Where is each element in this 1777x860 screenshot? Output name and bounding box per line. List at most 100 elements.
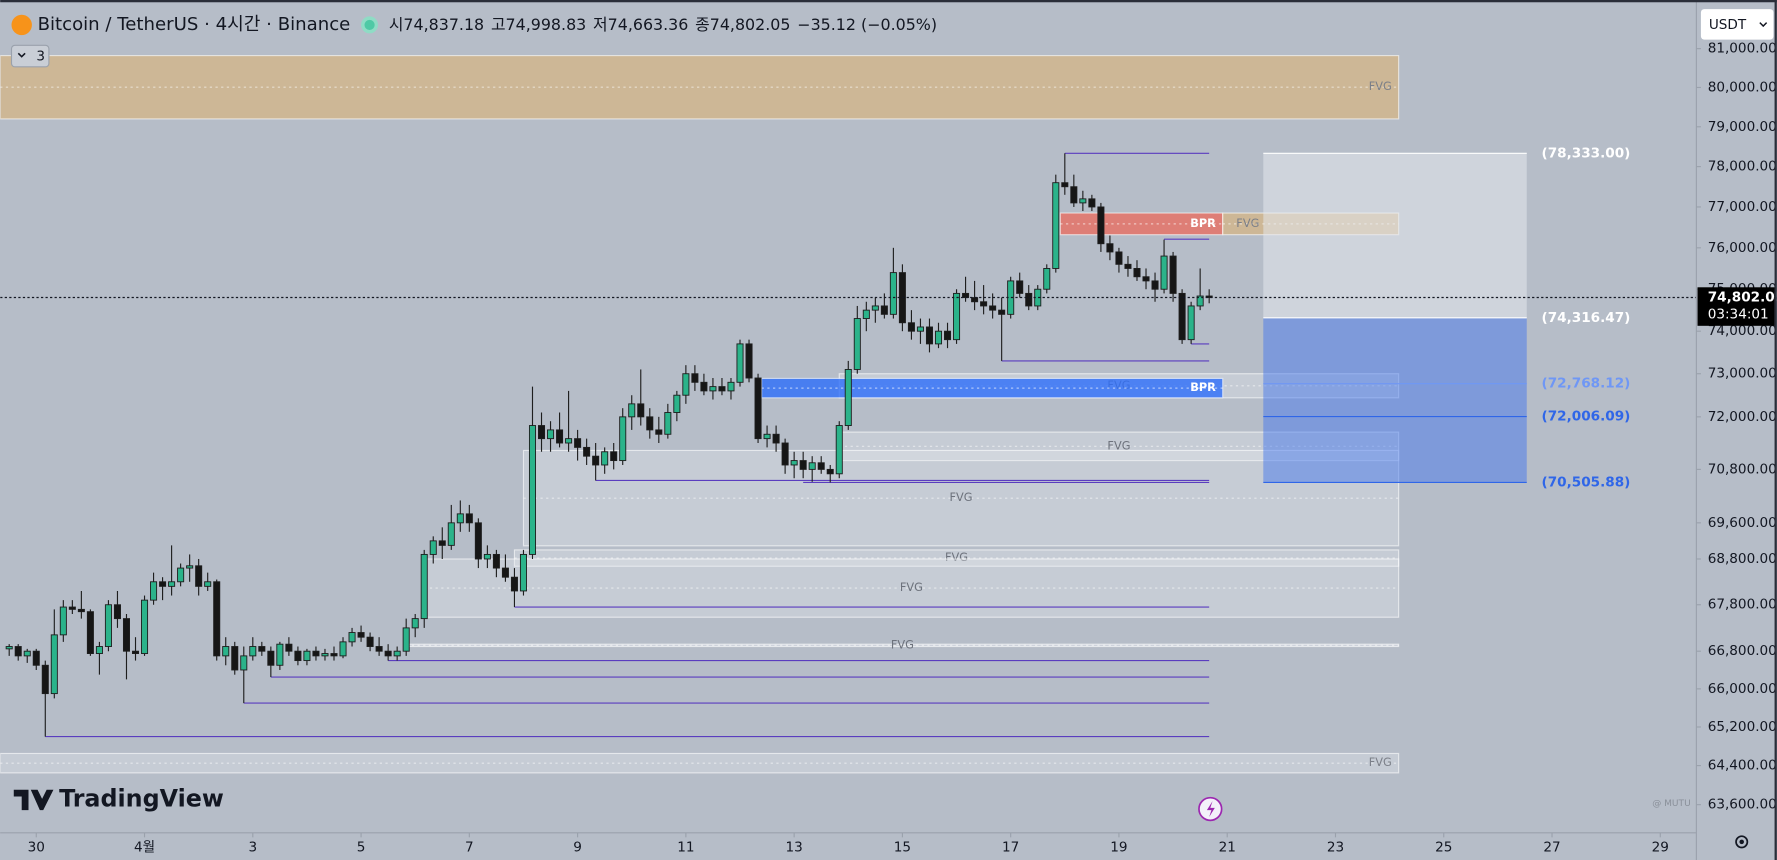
x-tick-label: 5	[357, 840, 366, 856]
candle-body	[32, 650, 40, 666]
candle-body	[781, 442, 789, 466]
candle-body	[5, 646, 13, 650]
candle-body	[456, 513, 464, 524]
y-tick-label: 66,800.00	[1708, 643, 1777, 659]
candle-body	[925, 326, 933, 345]
candle-body	[510, 576, 518, 592]
candle-body	[754, 377, 762, 440]
candle-body	[357, 632, 365, 638]
candle-body	[763, 433, 771, 440]
candle-body	[77, 608, 85, 613]
y-tick-label: 78,000.00	[1708, 159, 1777, 175]
candle-body	[1151, 280, 1159, 290]
candle-body	[447, 522, 455, 546]
y-tick-label: 79,000.00	[1708, 119, 1777, 135]
candle-body	[465, 513, 473, 524]
y-tick-label: 66,000.00	[1708, 681, 1777, 697]
symbol-icon	[11, 14, 32, 36]
indicator-count: 3	[36, 49, 45, 65]
candle-body	[880, 305, 888, 315]
candle-body	[1169, 255, 1177, 294]
candle-body	[177, 567, 185, 583]
zone-label: FVG	[1107, 438, 1130, 452]
candle-body	[384, 650, 392, 657]
y-tick-label: 65,200.00	[1708, 719, 1777, 735]
ohlc-open: 시74,837.18	[389, 14, 484, 33]
candle-body	[844, 368, 852, 426]
zone	[0, 752, 1400, 774]
projection-box	[1263, 153, 1527, 318]
price-tag	[1697, 287, 1775, 326]
zone-label: BPR	[1190, 216, 1216, 230]
candle-body	[808, 462, 816, 470]
candle-body	[646, 416, 654, 431]
candle-body	[1205, 295, 1213, 298]
candle-body	[655, 429, 663, 435]
candle-body	[853, 318, 861, 370]
candle-body	[971, 297, 979, 303]
candle-body	[601, 451, 609, 466]
y-tick-label: 64,400.00	[1708, 758, 1777, 774]
candle-body	[231, 646, 239, 671]
candle-body	[1133, 268, 1141, 278]
alert-icon[interactable]	[1198, 796, 1223, 822]
candle-body	[691, 373, 699, 383]
candle-body	[330, 653, 338, 657]
candle-body	[501, 567, 509, 578]
candle-body	[195, 565, 203, 587]
x-tick-label: 19	[1110, 840, 1127, 856]
candle-body	[871, 305, 879, 311]
candle-body	[519, 553, 527, 592]
candle-body	[285, 643, 293, 652]
candle-body	[565, 438, 573, 444]
candle-body	[1115, 251, 1123, 265]
zone-label: FVG	[891, 637, 914, 651]
candle-body	[213, 581, 221, 657]
candle-body	[745, 343, 753, 379]
y-tick-label: 76,000.00	[1708, 240, 1777, 256]
y-tick-label: 72,000.00	[1708, 409, 1777, 425]
candle-body	[267, 650, 275, 666]
y-tick-label: 70,800.00	[1708, 461, 1777, 477]
candle-body	[204, 581, 212, 587]
y-tick-label: 77,000.00	[1708, 199, 1777, 215]
y-tick-label: 69,600.00	[1708, 515, 1777, 531]
frame-right	[1774, 0, 1777, 860]
indicator-toggle[interactable]: 3	[10, 44, 50, 68]
x-tick-label: 15	[894, 840, 911, 856]
candle-body	[68, 606, 76, 610]
candle-body	[1106, 243, 1114, 253]
market-status	[361, 16, 379, 34]
candle-body	[628, 403, 636, 418]
frame-top	[0, 0, 1777, 3]
candle-body	[240, 655, 248, 671]
zone-label: FVG	[950, 490, 973, 504]
currency-select[interactable]: USDT	[1700, 9, 1774, 40]
candle-body	[420, 553, 428, 620]
candle-body	[375, 646, 383, 652]
candle-body	[862, 309, 870, 319]
settings-icon[interactable]	[1735, 835, 1749, 849]
candle-body	[889, 272, 897, 315]
plot-area: FVGFVGFVGFVGFVGFVGFVGFVGBPRFVGBPR(78,333…	[0, 55, 1697, 774]
candle-body	[86, 611, 94, 654]
candle-body	[393, 650, 401, 657]
candle-body	[59, 606, 67, 636]
x-tick-label: 21	[1219, 840, 1236, 856]
candle-body	[339, 641, 347, 657]
countdown: 03:34:01	[1708, 306, 1769, 322]
target-label: (70,505.88)	[1541, 474, 1630, 490]
candle-body	[1061, 182, 1069, 188]
candle-body	[1070, 186, 1078, 204]
candle-body	[258, 646, 266, 652]
candle-body	[934, 330, 943, 345]
candle-body	[186, 565, 194, 569]
candle-body	[1187, 305, 1195, 341]
target-label: (72,006.09)	[1541, 409, 1630, 425]
candle-body	[222, 646, 230, 657]
candle-body	[637, 403, 645, 418]
x-tick-label: 27	[1543, 840, 1560, 856]
candle-body	[249, 646, 257, 657]
header: Bitcoin / TetherUS · 4시간 · Binance 시74,83…	[38, 14, 937, 35]
